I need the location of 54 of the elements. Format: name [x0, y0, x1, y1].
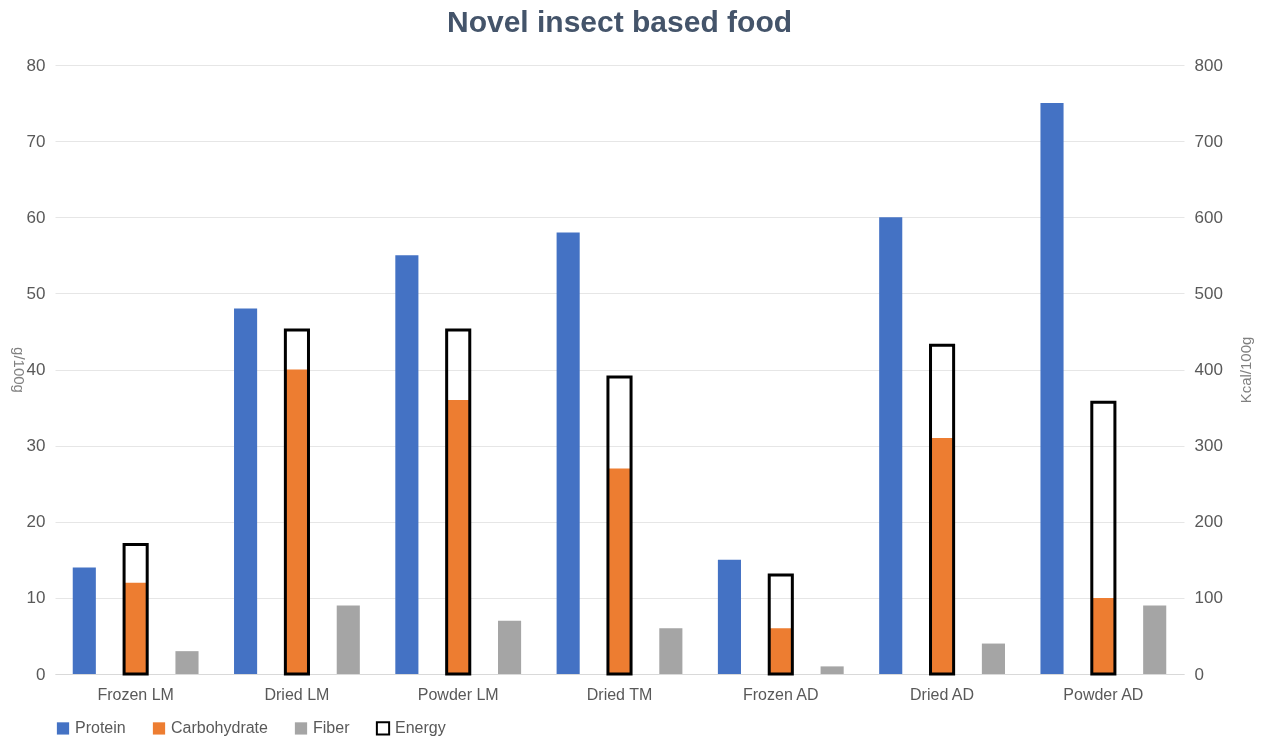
bar — [336, 605, 360, 674]
bar — [820, 666, 844, 674]
bar — [606, 375, 633, 676]
y2-tick-label: 600 — [1194, 207, 1223, 227]
y-tick-label: 0 — [36, 664, 46, 684]
y-tick-label: 80 — [26, 55, 46, 75]
y2-tick-label: 100 — [1194, 588, 1223, 608]
legend-label: Protein — [75, 719, 126, 737]
bar — [556, 232, 580, 674]
y-tick-label: 70 — [26, 131, 46, 151]
y2-tick-label: 700 — [1194, 131, 1223, 151]
y2-tick-label: 200 — [1194, 512, 1223, 532]
legend-label: Fiber — [313, 719, 351, 737]
bar — [929, 343, 956, 676]
y-tick-label: 50 — [26, 283, 46, 303]
bar — [283, 328, 310, 676]
x-tick-label: Frozen LM — [97, 685, 174, 703]
bar — [72, 567, 96, 674]
bar — [879, 217, 903, 674]
y-tick-label: 20 — [26, 512, 46, 532]
x-tick-label: Dried TM — [586, 685, 653, 703]
bar — [767, 573, 794, 676]
x-tick-label: Powder AD — [1063, 685, 1144, 703]
bar — [234, 308, 258, 674]
bar — [1143, 605, 1167, 674]
y2-axis-title: Kcal/100g — [1236, 336, 1254, 404]
y-tick-label: 40 — [26, 360, 46, 379]
x-tick-label: Dried AD — [910, 685, 975, 703]
y-axis-title: g/100g — [10, 347, 28, 393]
y-tick-label: 30 — [26, 436, 46, 456]
bar — [498, 620, 522, 674]
x-tick-label: Dried LM — [264, 685, 330, 703]
y2-tick-label: 0 — [1194, 664, 1204, 684]
y2-tick-label: 400 — [1194, 360, 1223, 379]
bar — [659, 628, 683, 674]
bar — [717, 559, 741, 674]
bar — [175, 651, 199, 674]
bar — [395, 255, 419, 674]
bar — [122, 543, 149, 676]
y-tick-label: 10 — [26, 588, 46, 608]
bar — [1090, 400, 1117, 676]
legend-label: Carbohydrate — [171, 719, 269, 737]
bar — [607, 468, 632, 674]
y2-tick-label: 500 — [1194, 283, 1223, 303]
y-tick-label: 60 — [26, 207, 46, 227]
bar — [445, 328, 472, 676]
y2-tick-label: 300 — [1194, 436, 1223, 456]
legend-label: Energy — [395, 719, 446, 737]
chart-title: Novel insect based food — [446, 5, 793, 38]
x-tick-label: Powder LM — [417, 685, 499, 703]
y2-tick-label: 800 — [1194, 55, 1223, 75]
bar — [981, 643, 1005, 674]
x-tick-label: Frozen AD — [742, 685, 819, 703]
bar — [1040, 103, 1064, 674]
